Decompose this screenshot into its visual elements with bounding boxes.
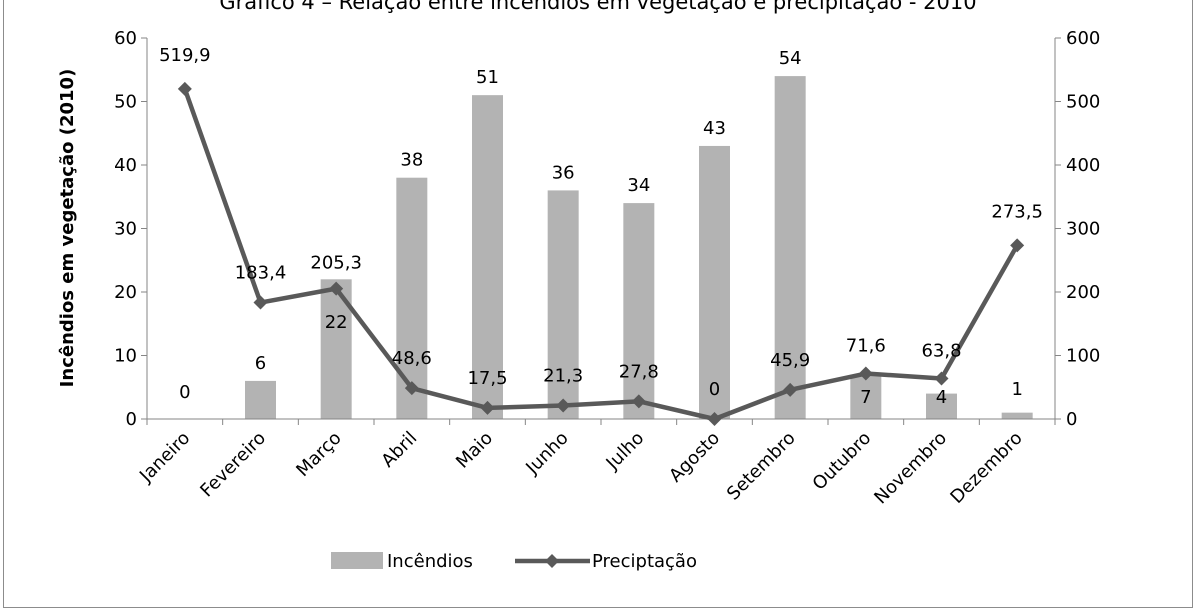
line-layer	[177, 81, 1025, 426]
bar-junho	[547, 190, 579, 419]
y-left-tick-label: 60	[114, 28, 137, 49]
bar-setembro	[774, 76, 806, 419]
legend-label-incendios: Incêndios	[387, 551, 473, 572]
legend-label-preciptacao: Preciptação	[592, 551, 697, 572]
precipitation-marker-fevereiro	[253, 295, 268, 310]
precipitation-marker-dezembro	[1010, 238, 1025, 253]
line-data-label: 273,5	[991, 201, 1043, 222]
line-data-label: 205,3	[310, 253, 362, 274]
bar-abril	[396, 177, 428, 419]
line-data-label: 183,4	[235, 263, 287, 284]
bar-data-label: 38	[400, 150, 423, 171]
y-left-tick-label: 50	[114, 92, 137, 113]
bar-data-label: 6	[255, 353, 266, 374]
legend-marker-preciptacao	[545, 554, 559, 568]
line-data-label: 0	[709, 379, 720, 400]
x-tick-label: Dezembro	[946, 428, 1026, 508]
y-left-tick-label: 30	[114, 219, 137, 240]
precipitation-marker-março	[329, 281, 344, 296]
bar-agosto	[699, 145, 730, 419]
line-data-label: 519,9	[159, 45, 211, 66]
y-axis-label: Incêndios em vegetação (2010)	[57, 69, 78, 388]
y-right-tick-label: 500	[1066, 92, 1100, 113]
bar-dezembro	[1001, 412, 1033, 419]
bar-data-label: 36	[552, 162, 575, 183]
x-tick-label: Junho	[521, 428, 572, 479]
precipitation-line	[182, 88, 1020, 422]
bar-julho	[623, 203, 655, 419]
x-tick-label: Abril	[377, 428, 421, 472]
y-left-tick-label: 40	[114, 155, 137, 176]
bar-data-label: 34	[627, 175, 650, 196]
x-tick-label: Setembro	[723, 428, 800, 505]
bar-novembro	[926, 393, 957, 419]
precipitation-marker-junho	[556, 398, 571, 413]
x-tick-label: Novembro	[870, 428, 951, 509]
line-data-label: 17,5	[467, 368, 507, 389]
bar-data-label: 0	[179, 382, 190, 403]
line-data-label: 63,8	[921, 340, 961, 361]
chart-title: Gráfico 4 – Relação entre incêndios em v…	[219, 0, 976, 14]
line-data-label: 48,6	[392, 348, 432, 369]
precipitation-marker-outubro	[858, 366, 873, 381]
bar-data-label: 22	[325, 312, 348, 333]
line-data-label: 45,9	[770, 350, 810, 371]
y-right-tick-label: 0	[1066, 409, 1077, 430]
bar-data-label: 51	[476, 67, 499, 88]
line-data-label: 71,6	[846, 336, 886, 357]
x-tick-label: Janeiro	[135, 428, 194, 487]
legend-swatch-incendios	[331, 552, 383, 569]
bar-data-label: 54	[779, 48, 802, 69]
y-left-tick-label: 20	[114, 282, 137, 303]
precipitation-marker-setembro	[783, 382, 798, 397]
data-label-layer: 0 6 22 38 51 36 34 43 54 7 4 1 519,9 183,4 205,3 48,6 17…	[159, 45, 1043, 408]
precipitation-marker-abril	[404, 381, 419, 396]
x-tick-label: Agosto	[665, 428, 724, 487]
precipitation-marker-janeiro	[177, 81, 192, 96]
precipitation-marker-julho	[631, 394, 646, 409]
bar-outubro	[850, 374, 882, 419]
line-data-label: 27,8	[619, 361, 659, 382]
y-right-tick-label: 200	[1066, 282, 1100, 303]
precipitation-marker-agosto	[707, 412, 722, 426]
precipitation-marker-maio	[480, 400, 495, 415]
y-left-tick-label: 10	[114, 346, 137, 367]
line-data-label: 21,3	[543, 365, 583, 386]
y-left-tick-label: 0	[126, 409, 137, 430]
y-right-tick-label: 400	[1066, 155, 1100, 176]
precipitation-marker-novembro	[934, 371, 949, 386]
bar-maio	[472, 95, 503, 420]
y-right-tick-label: 100	[1066, 346, 1100, 367]
x-tick-label: Março	[292, 428, 345, 481]
bar-data-label: 7	[860, 387, 871, 408]
bar-data-label: 1	[1011, 379, 1022, 400]
x-tick-label: Maio	[452, 428, 497, 473]
bar-data-label: 43	[703, 118, 726, 139]
x-tick-label: Fevereiro	[196, 428, 270, 502]
bar-data-label: 4	[936, 387, 947, 408]
y-right-tick-label: 600	[1066, 28, 1100, 49]
y-right-tick-label: 300	[1066, 219, 1100, 240]
legend: Incêndios Preciptação	[331, 551, 697, 572]
x-tick-label: Outubro	[809, 428, 876, 495]
x-tick-label: Julho	[602, 428, 649, 475]
bar-fevereiro	[245, 380, 276, 419]
